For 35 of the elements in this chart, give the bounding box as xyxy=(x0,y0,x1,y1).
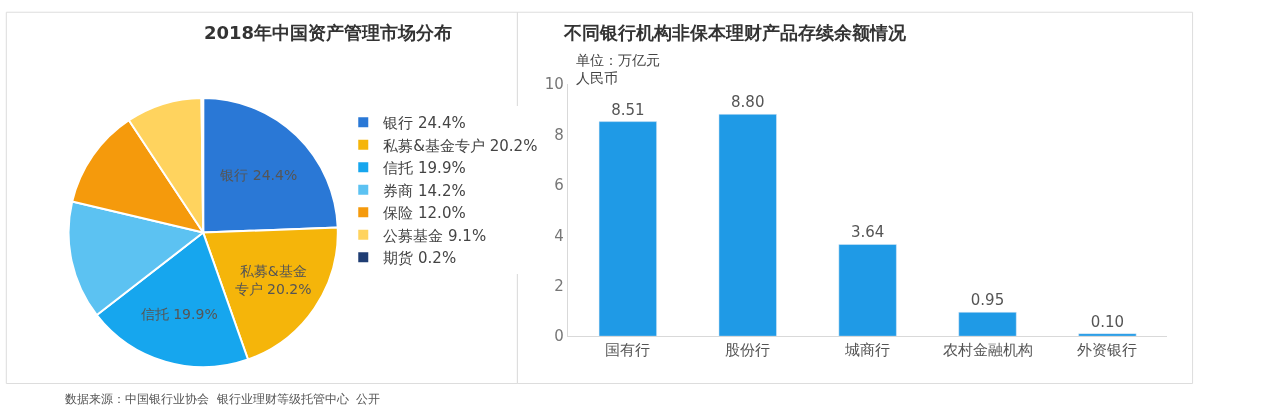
data-label: 0.95 xyxy=(970,291,1005,310)
bar xyxy=(958,311,1017,337)
x-tick-label: 国有行 xyxy=(605,341,651,360)
data-label: 8.80 xyxy=(731,93,765,112)
data-label: 私募&基金专户 20.2% xyxy=(234,262,312,298)
bar xyxy=(838,244,897,337)
bar xyxy=(1078,333,1137,337)
data-label: 8.51 xyxy=(611,100,645,119)
y-tick-label: 2 xyxy=(554,277,564,296)
legend-label: 私募&基金专户 20.2% xyxy=(383,136,538,155)
y-tick-label: 6 xyxy=(554,176,564,195)
data-label: 3.64 xyxy=(850,223,885,242)
y-tick-label: 10 xyxy=(544,75,564,94)
legend-label: 保险 12.0% xyxy=(383,204,466,223)
chart-title: 不同银行机构非保本理财产品存续余额情况 xyxy=(563,22,907,43)
x-tick-label: 股份行 xyxy=(725,341,771,360)
bar xyxy=(598,121,657,337)
y-tick-label: 4 xyxy=(554,226,564,245)
legend-label: 银行 24.4% xyxy=(382,114,466,133)
y-tick-label: 8 xyxy=(554,125,564,144)
x-tick-label: 外资银行 xyxy=(1077,341,1138,360)
data-label: 0.10 xyxy=(1090,312,1125,331)
x-tick-label: 城商行 xyxy=(844,341,891,360)
bar xyxy=(718,114,777,337)
chart-title: 2018年中国资产管理市场分布 xyxy=(204,22,453,43)
y-tick-label: 0 xyxy=(554,327,564,346)
legend-label: 券商 14.2% xyxy=(383,181,466,200)
legend-label: 期货 0.2% xyxy=(383,249,457,268)
data-label: 信托 19.9% xyxy=(140,306,218,323)
data-label: 银行 24.4% xyxy=(219,167,298,184)
legend-label: 公募基金 9.1% xyxy=(383,226,487,245)
source-note: 数据来源：中国银行业协会 银行业理财等级托管中心 公开 xyxy=(65,392,381,406)
legend-label: 信托 19.9% xyxy=(383,159,466,178)
y-axis-title: 单位：万亿元人民币 xyxy=(576,52,660,87)
x-tick-label: 农村金融机构 xyxy=(942,341,1033,360)
